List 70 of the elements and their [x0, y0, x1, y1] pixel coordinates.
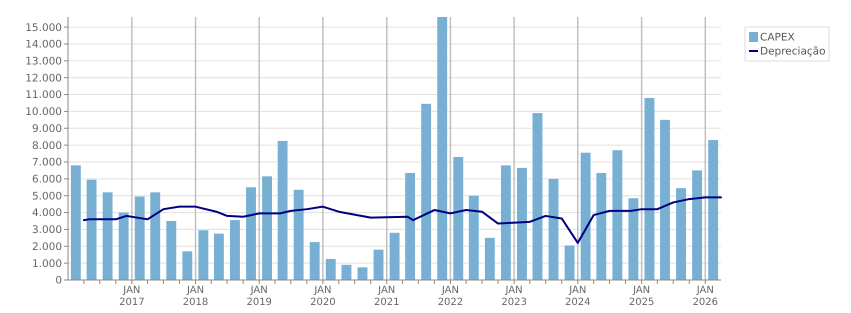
x-tick-label: JAN 2021 — [374, 285, 400, 308]
bar — [374, 250, 384, 280]
y-tick-label: 3.000 — [32, 224, 62, 236]
bar — [580, 152, 591, 280]
bar — [278, 140, 288, 280]
bar — [437, 17, 448, 280]
bar — [548, 178, 558, 280]
y-tick-label: 10.000 — [25, 106, 62, 118]
y-tick-label: 9.000 — [32, 122, 62, 135]
legend-label: Depreciação — [760, 46, 826, 58]
bar — [516, 168, 527, 280]
y-tick-label: 12.000 — [25, 72, 62, 84]
y-tick-label: 5.000 — [32, 190, 62, 202]
bar — [421, 104, 432, 280]
bar — [532, 113, 542, 280]
bar — [500, 165, 511, 280]
y-tick-label: 2.000 — [32, 240, 62, 253]
y-tick-label: 11.000 — [25, 89, 62, 102]
bar — [262, 176, 272, 280]
legend-label: CAPEX — [760, 32, 795, 44]
x-tick-label: JAN 2020 — [310, 285, 336, 308]
bar — [484, 238, 495, 280]
y-tick-label: 1.000 — [32, 258, 62, 270]
x-tick-label: JAN 2022 — [438, 285, 464, 308]
bar — [390, 232, 400, 280]
bar — [118, 212, 129, 280]
y-tick-label: 15.000 — [25, 22, 62, 34]
bar — [294, 190, 304, 280]
y-tick-label: 13.000 — [25, 56, 62, 68]
line-series — [82, 196, 722, 244]
bar — [326, 258, 336, 280]
bar — [310, 242, 320, 280]
bar — [644, 98, 654, 280]
bar — [564, 245, 575, 280]
bar — [246, 187, 256, 280]
bar — [660, 120, 670, 280]
y-tick-label: 6.000 — [32, 174, 62, 186]
bar — [628, 198, 638, 280]
y-tick-label: 4.000 — [32, 207, 62, 220]
x-tick-label: JAN 2017 — [119, 285, 145, 308]
x-tick-label: JAN 2025 — [628, 285, 654, 308]
bar — [230, 220, 240, 280]
bar — [612, 150, 622, 280]
x-tick-label: JAN 2026 — [692, 285, 718, 308]
bar — [453, 156, 464, 280]
x-tick-label: JAN 2024 — [565, 285, 590, 308]
bar — [134, 196, 145, 280]
bar — [150, 192, 160, 280]
y-tick-label: 7.000 — [32, 156, 62, 169]
bar — [596, 172, 606, 280]
bar — [198, 230, 208, 280]
x-tick-label: JAN 2018 — [182, 285, 208, 308]
bar — [214, 234, 224, 280]
bar — [86, 180, 96, 280]
y-tick-label: 0 — [55, 274, 62, 287]
bar — [70, 165, 81, 280]
bar — [341, 264, 352, 280]
bar — [166, 220, 176, 280]
bar — [676, 188, 686, 280]
bar — [708, 140, 718, 280]
bar — [102, 192, 113, 280]
bar — [468, 196, 479, 280]
x-tick-label: JAN 2023 — [501, 285, 527, 308]
bar — [405, 172, 416, 280]
bar — [358, 267, 368, 280]
y-tick-label: 14.000 — [25, 38, 62, 51]
y-tick-label: 8.000 — [32, 140, 62, 152]
bar — [182, 251, 192, 280]
bar — [692, 170, 702, 280]
x-tick-label: JAN 2019 — [246, 285, 272, 308]
